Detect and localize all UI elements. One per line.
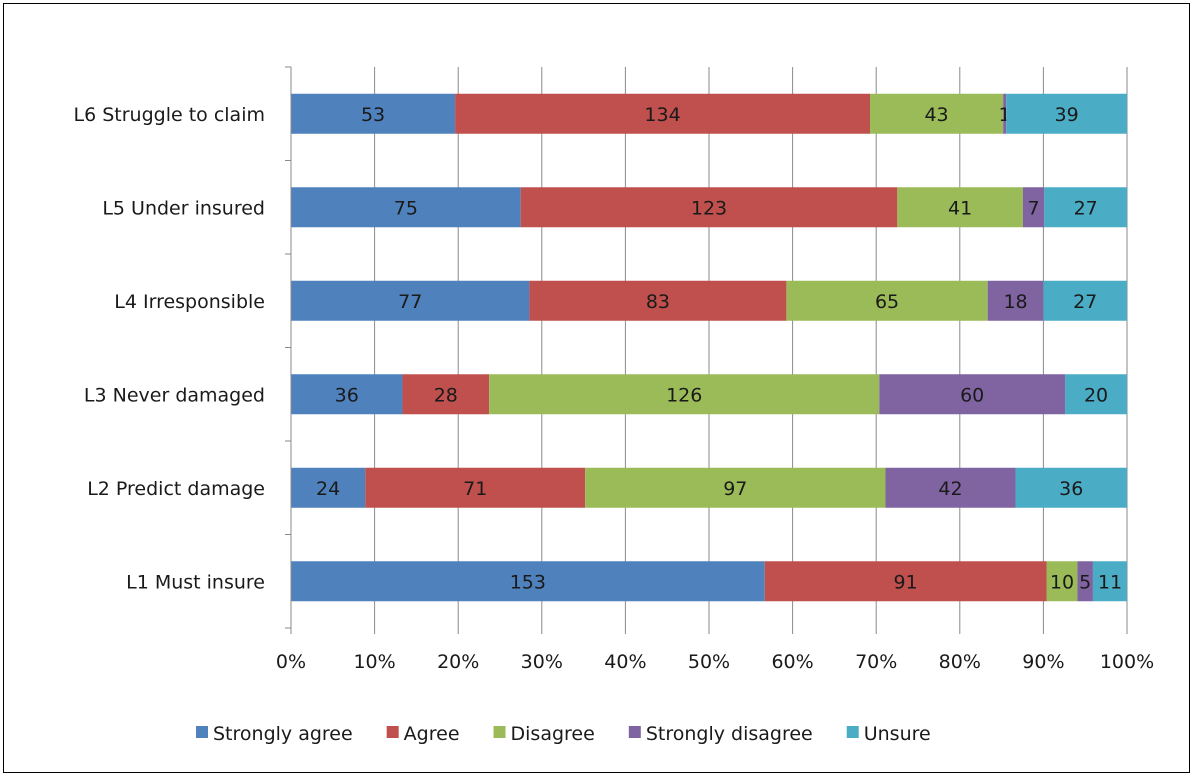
bar-segment: [870, 93, 1004, 134]
legend-label: Agree: [404, 723, 460, 745]
bar-segment: [585, 467, 886, 508]
data-label: 60: [960, 384, 984, 406]
axes: 0% 10% 20% 30% 40% 50% 60% 70% 80% 90% 100% L1 Must…: [74, 66, 1154, 673]
category-label: L1 Must insure: [126, 571, 265, 593]
x-tick-label: 10%: [353, 651, 395, 673]
data-label: 71: [463, 478, 487, 500]
legend-label: Strongly agree: [213, 723, 353, 745]
bar-segment: [291, 374, 403, 415]
x-tick-label: 60%: [771, 651, 813, 673]
bar-segment: [1092, 561, 1127, 602]
legend-swatch: [628, 726, 641, 738]
legend-swatch: [196, 726, 208, 738]
data-label: 7: [1028, 197, 1040, 219]
bar-segment: [786, 280, 988, 321]
data-label: 28: [434, 384, 458, 406]
x-tick-label: 30%: [521, 651, 563, 673]
x-tick-label: 40%: [604, 651, 646, 673]
data-label: 18: [1003, 291, 1027, 313]
data-label: 42: [938, 478, 962, 500]
bar-segment: [1006, 93, 1127, 134]
bar-segment: [1022, 187, 1045, 228]
bar-segment: [1065, 374, 1127, 415]
data-label: 77: [398, 291, 422, 313]
category-label: L5 Under insured: [102, 197, 265, 219]
bar-segment: [291, 187, 521, 228]
data-label: 41: [948, 197, 972, 219]
x-tick-label: 0%: [276, 651, 306, 673]
bar-segment: [455, 93, 871, 134]
category-label: L2 Predict damage: [87, 478, 265, 500]
bar-segment: [520, 187, 898, 228]
bar-segment: [764, 561, 1047, 602]
data-label: 27: [1073, 291, 1097, 313]
legend-swatch: [493, 726, 506, 738]
bar-segment: [365, 467, 586, 508]
legend-label: Unsure: [864, 723, 931, 745]
data-label: 97: [723, 478, 747, 500]
x-tick-label: 50%: [688, 651, 730, 673]
bar-segment: [897, 187, 1023, 228]
x-tick-label: 80%: [939, 651, 981, 673]
data-label: 36: [1059, 478, 1083, 500]
bar-segment: [291, 467, 366, 508]
bar-segment: [291, 561, 765, 602]
data-label: 123: [691, 197, 727, 219]
bar-segment: [885, 467, 1016, 508]
bar-segment: [291, 280, 530, 321]
data-label: 83: [646, 291, 670, 313]
legend-item: Agree: [386, 723, 460, 745]
category-label: L4 Irresponsible: [114, 291, 265, 313]
data-label: 134: [644, 104, 680, 126]
bar-segment: [1015, 467, 1127, 508]
legend: Strongly agree Agree Disagree Strongly disa…: [196, 723, 931, 745]
category-label: L6 Struggle to claim: [74, 104, 265, 126]
data-label: 43: [924, 104, 948, 126]
bar-segment: [1003, 93, 1007, 134]
x-tick-label: 100%: [1100, 651, 1154, 673]
data-label: 75: [394, 197, 418, 219]
legend-label: Disagree: [511, 723, 595, 745]
legend-swatch: [846, 726, 859, 738]
data-label: 27: [1074, 197, 1098, 219]
bar-segment: [1046, 561, 1078, 602]
data-label: 11: [1098, 571, 1122, 593]
legend-item: Unsure: [846, 723, 931, 745]
bar-segment: [489, 374, 880, 415]
data-label: 36: [335, 384, 359, 406]
data-label: 10: [1050, 571, 1074, 593]
data-label: 126: [666, 384, 702, 406]
data-label: 39: [1055, 104, 1079, 126]
x-tick-label: 70%: [855, 651, 897, 673]
chart-frame: 153 91 10 5 11 24 71 97 42 36 36 28 126 60 20 77 83 65 18 2…: [3, 3, 1190, 773]
data-label: 24: [316, 478, 340, 500]
bar-segment: [879, 374, 1066, 415]
x-tick-label: 90%: [1022, 651, 1064, 673]
category-label: L3 Never damaged: [84, 384, 265, 406]
stacked-bar-chart: 153 91 10 5 11 24 71 97 42 36 36 28 126 60 20 77 83 65 18 2…: [74, 66, 1154, 745]
data-label: 5: [1079, 571, 1091, 593]
bar-segment: [529, 280, 787, 321]
data-label: 153: [510, 571, 546, 593]
x-tick-label: 20%: [437, 651, 479, 673]
bar-segment: [402, 374, 490, 415]
data-label: 65: [875, 291, 899, 313]
bar-segment: [987, 280, 1044, 321]
bars: 153 91 10 5 11 24 71 97 42 36 36 28 126 60 20 77 83 65 18 2…: [291, 93, 1127, 602]
bar-segment: [291, 93, 456, 134]
legend-item: Strongly disagree: [628, 723, 813, 745]
legend-label: Strongly disagree: [646, 723, 813, 745]
data-label: 20: [1084, 384, 1108, 406]
legend-swatch: [386, 726, 399, 738]
bar-segment: [1044, 187, 1127, 228]
gridlines: [374, 67, 1128, 628]
data-label: 91: [894, 571, 918, 593]
legend-item: Strongly agree: [196, 723, 353, 745]
legend-item: Disagree: [493, 723, 595, 745]
bar-segment: [1077, 561, 1093, 602]
data-label: 53: [361, 104, 385, 126]
bar-segment: [1043, 280, 1127, 321]
